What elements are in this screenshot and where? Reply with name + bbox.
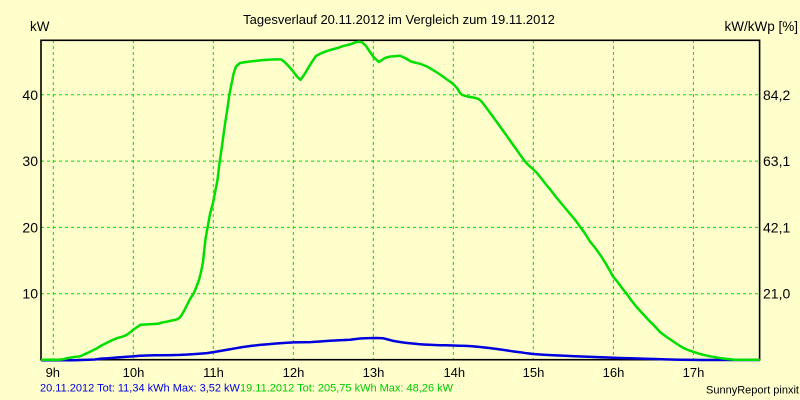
svg-text:9h: 9h — [46, 365, 60, 380]
svg-text:42,1: 42,1 — [763, 219, 790, 235]
svg-text:10h: 10h — [123, 365, 145, 380]
svg-text:20.11.2012 Tot: 11,34 kWh Max:: 20.11.2012 Tot: 11,34 kWh Max: 3,52 kW19… — [40, 382, 454, 394]
svg-text:14h: 14h — [443, 365, 465, 380]
svg-text:kW: kW — [30, 19, 50, 34]
svg-text:Tagesverlauf 20.11.2012 im Ver: Tagesverlauf 20.11.2012 im Vergleich zum… — [243, 12, 555, 27]
svg-text:17h: 17h — [683, 365, 705, 380]
svg-text:13h: 13h — [363, 365, 385, 380]
svg-text:16h: 16h — [603, 365, 625, 380]
svg-text:11h: 11h — [203, 365, 224, 380]
svg-text:12h: 12h — [283, 365, 305, 380]
svg-text:30: 30 — [22, 153, 38, 169]
svg-text:63,1: 63,1 — [763, 153, 790, 169]
svg-text:20: 20 — [22, 219, 38, 235]
svg-text:10: 10 — [22, 286, 38, 302]
svg-text:kW/kWp [%]: kW/kWp [%] — [725, 19, 799, 34]
svg-text:21,0: 21,0 — [763, 286, 790, 302]
svg-text:15h: 15h — [523, 365, 545, 380]
svg-text:SunnyReport pinxit: SunnyReport pinxit — [706, 384, 799, 396]
svg-text:40: 40 — [22, 87, 38, 103]
svg-text:84,2: 84,2 — [763, 87, 790, 103]
